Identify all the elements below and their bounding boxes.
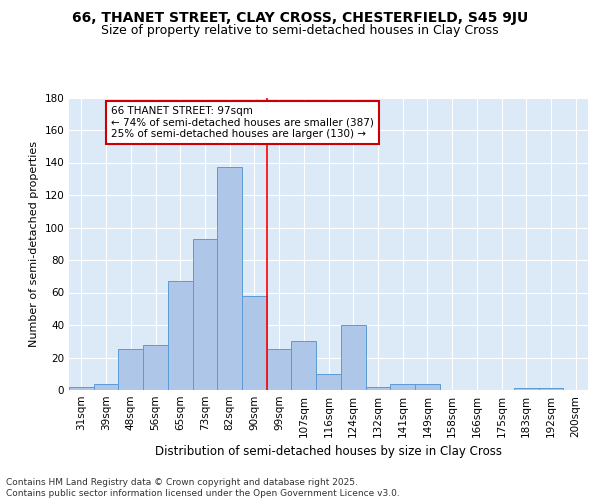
- Bar: [242, 296, 267, 390]
- Bar: [514, 388, 539, 390]
- Bar: [292, 341, 316, 390]
- Bar: [94, 384, 118, 390]
- Bar: [341, 325, 365, 390]
- Text: 66, THANET STREET, CLAY CROSS, CHESTERFIELD, S45 9JU: 66, THANET STREET, CLAY CROSS, CHESTERFI…: [72, 11, 528, 25]
- Bar: [390, 384, 415, 390]
- Bar: [217, 168, 242, 390]
- Bar: [168, 281, 193, 390]
- Bar: [143, 344, 168, 390]
- Text: 66 THANET STREET: 97sqm
← 74% of semi-detached houses are smaller (387)
25% of s: 66 THANET STREET: 97sqm ← 74% of semi-de…: [111, 106, 374, 139]
- Bar: [193, 239, 217, 390]
- Bar: [539, 388, 563, 390]
- X-axis label: Distribution of semi-detached houses by size in Clay Cross: Distribution of semi-detached houses by …: [155, 446, 502, 458]
- Bar: [267, 350, 292, 390]
- Bar: [365, 387, 390, 390]
- Bar: [415, 384, 440, 390]
- Bar: [118, 350, 143, 390]
- Bar: [316, 374, 341, 390]
- Bar: [69, 387, 94, 390]
- Text: Size of property relative to semi-detached houses in Clay Cross: Size of property relative to semi-detach…: [101, 24, 499, 37]
- Y-axis label: Number of semi-detached properties: Number of semi-detached properties: [29, 141, 39, 347]
- Text: Contains HM Land Registry data © Crown copyright and database right 2025.
Contai: Contains HM Land Registry data © Crown c…: [6, 478, 400, 498]
